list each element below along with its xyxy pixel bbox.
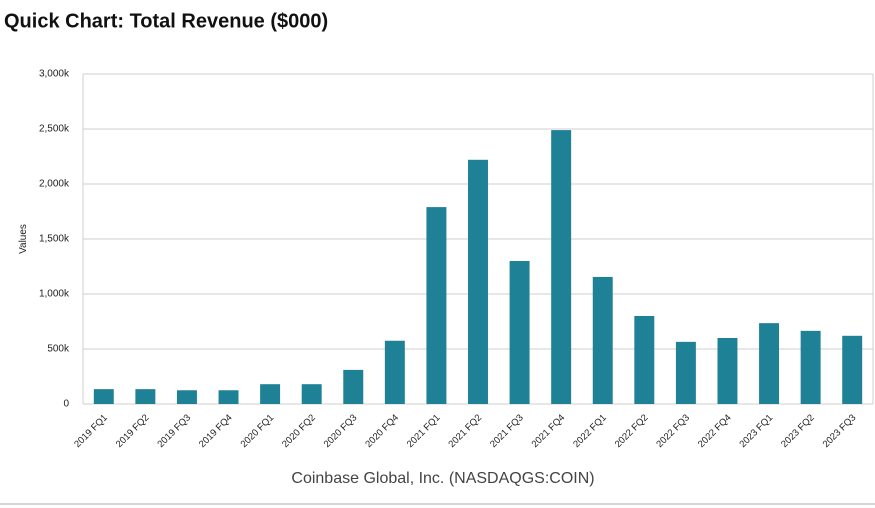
bar [592,276,613,404]
y-tick-label: 1,500k [39,234,70,245]
x-tick-label: 2022 FQ2 [613,412,651,450]
x-tick-label: 2019 FQ4 [197,412,235,450]
x-tick-label: 2023 FQ3 [821,412,859,450]
bar [343,369,364,404]
x-tick-label: 2021 FQ3 [488,412,526,450]
y-tick-label: 3,000k [39,69,70,80]
chart-title: Quick Chart: Total Revenue ($000) [4,10,328,32]
x-tick-label: 2020 FQ3 [322,412,360,450]
bar [759,323,780,404]
y-axis-label: Values [18,224,29,254]
x-tick-label: 2020 FQ2 [280,412,318,450]
x-tick-label: 2022 FQ4 [696,412,734,450]
x-tick-label: 2021 FQ4 [530,412,568,450]
bar [426,207,447,404]
y-tick-label: 2,000k [39,179,70,190]
x-tick-label: 2023 FQ1 [738,412,776,450]
bar [176,390,197,404]
bar [634,316,655,404]
x-tick-label: 2019 FQ2 [114,412,152,450]
y-tick-label: 2,500k [39,124,70,135]
x-tick-label: 2022 FQ1 [571,412,609,450]
y-tick-label: 0 [63,399,69,410]
x-tick-label: 2020 FQ1 [239,412,277,450]
x-tick-label: 2021 FQ1 [405,412,443,450]
x-tick-label: 2021 FQ2 [446,412,484,450]
bar [717,338,738,404]
bar [384,340,405,404]
bar [800,330,821,404]
bar [218,390,239,404]
bar [842,335,863,404]
footer: Coinbase Global, Inc. (NASDAQGS:COIN) [291,470,594,487]
x-tick-label: 2019 FQ3 [155,412,193,450]
bar [135,389,156,404]
y-tick-label: 500k [47,344,70,355]
bar [675,341,696,404]
bar [468,159,488,404]
bar [260,384,281,404]
x-tick-label: 2023 FQ2 [779,412,817,450]
y-tick-label: 1,000k [39,289,70,300]
bar [551,130,572,404]
x-tick-label: 2022 FQ3 [654,412,692,450]
bar [93,389,114,404]
bar [509,261,530,404]
x-tick-label: 2019 FQ1 [72,412,110,450]
x-tick-label: 2020 FQ4 [363,412,401,450]
bar [301,384,322,404]
